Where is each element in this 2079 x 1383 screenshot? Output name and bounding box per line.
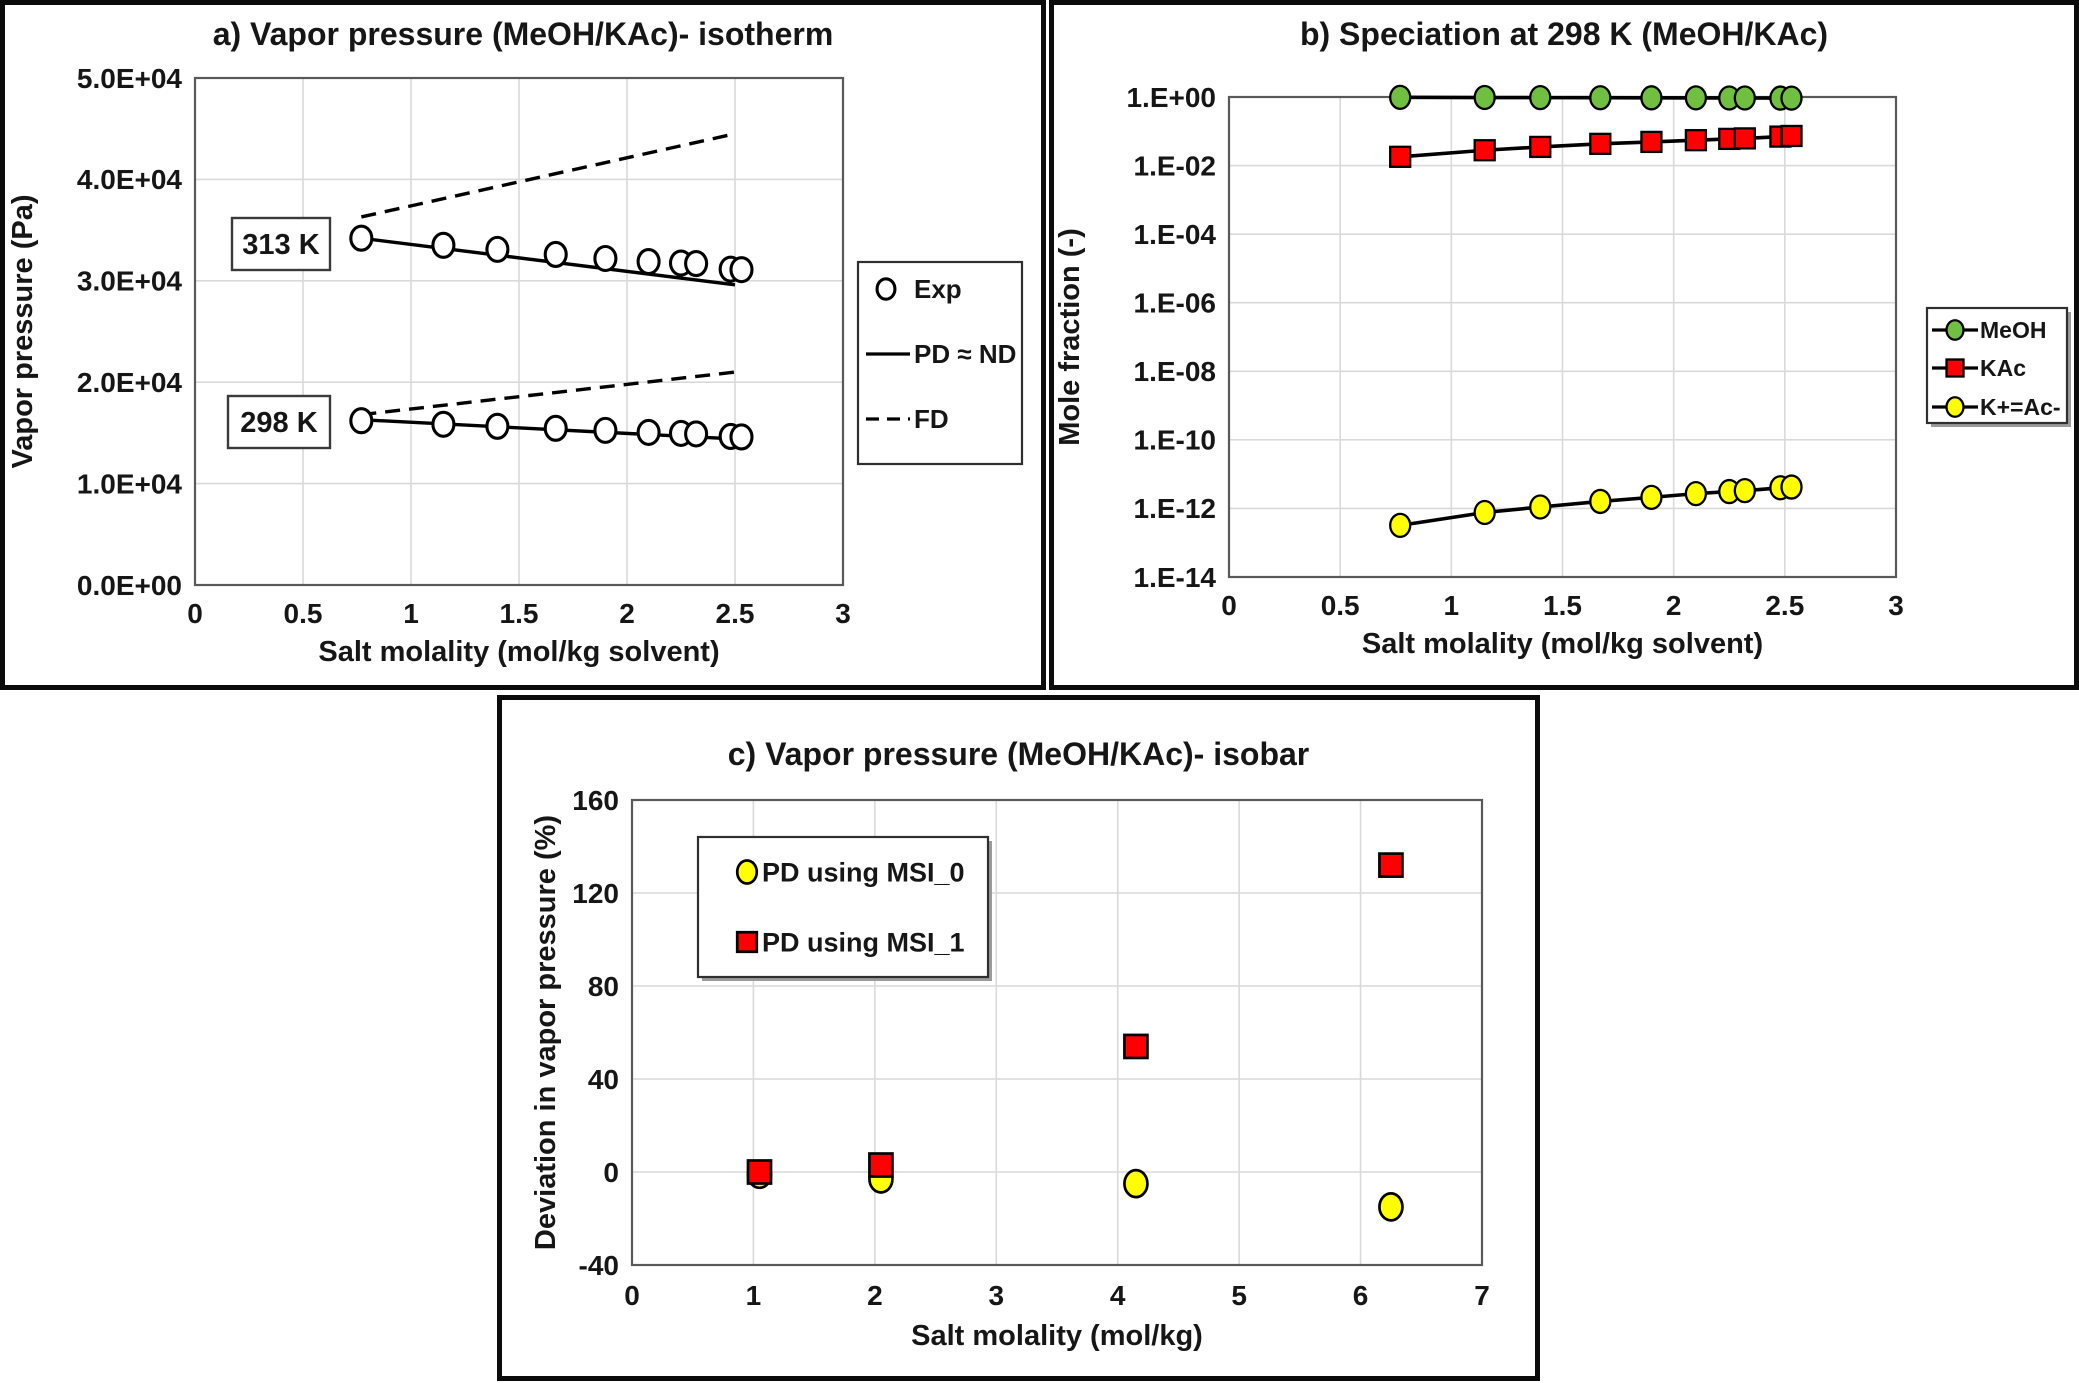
series-pd-using-msi-0: [746, 1159, 1404, 1222]
svg-text:1.5: 1.5: [500, 598, 539, 629]
series-kac: [1389, 124, 1803, 168]
svg-text:0.5: 0.5: [284, 598, 323, 629]
y-axis-tick-labels: 0.0E+00 1.0E+04 2.0E+04 3.0E+04 4.0E+04 5.0E+…: [77, 63, 183, 601]
y-axis-title: Mole fraction (-): [1054, 228, 1086, 446]
svg-text:1.E-02: 1.E-02: [1134, 150, 1217, 181]
svg-text:1.E-14: 1.E-14: [1134, 562, 1217, 593]
x-axis-title: Salt molality (mol/kg solvent): [1362, 628, 1763, 660]
svg-text:4: 4: [1110, 1280, 1126, 1311]
series-k-ac: [1389, 474, 1803, 539]
x-axis-tick-labels: 0 0.5 1 1.5 2 2.5 3: [187, 598, 851, 629]
svg-text:313 K: 313 K: [242, 229, 319, 261]
plot-border: [193, 76, 845, 587]
svg-text:1.E-12: 1.E-12: [1134, 493, 1217, 524]
legend-item-pd-nd: PD ≈ ND: [866, 339, 1016, 369]
legend-item-kac: KAc: [1932, 355, 2026, 381]
y-axis-title: Vapor pressure (Pa): [7, 195, 39, 469]
svg-text:80: 80: [588, 971, 619, 1002]
svg-text:K+=Ac-: K+=Ac-: [1980, 394, 2061, 420]
svg-text:120: 120: [572, 878, 619, 909]
x-axis-title: Salt molality (mol/kg): [911, 1320, 1203, 1352]
svg-text:40: 40: [588, 1064, 619, 1095]
series-pd-using-msi-1: [746, 852, 1404, 1185]
legend-item-pd-using-msi-1: PD using MSI_1: [735, 927, 965, 957]
series-exp-298-k: [349, 407, 754, 451]
legend-item-pd-using-msi-0: PD using MSI_0: [735, 857, 965, 887]
series-fd-298-k: [361, 370, 736, 417]
svg-text:2: 2: [1666, 590, 1682, 621]
svg-text:KAc: KAc: [1980, 355, 2026, 381]
series-fd-313-k: [360, 132, 736, 219]
chart-b-title: b) Speciation at 298 K (MeOH/KAc): [1299, 16, 1829, 52]
svg-text:298 K: 298 K: [240, 407, 317, 439]
svg-text:2.5: 2.5: [716, 598, 755, 629]
svg-text:3.0E+04: 3.0E+04: [77, 266, 183, 297]
chart-a-title: a) Vapor pressure (MeOH/KAc)- isotherm: [212, 16, 834, 52]
x-axis-title: Salt molality (mol/kg solvent): [318, 636, 719, 668]
legend-item-meoh: MeOH: [1932, 317, 2046, 343]
svg-text:0.0E+00: 0.0E+00: [77, 570, 182, 601]
series-meoh: [1389, 84, 1803, 111]
svg-text:-40: -40: [579, 1250, 619, 1281]
chart-a-canvas: 0 0.5 1 1.5 2 2.5 3 0.0E+00 1.0E+04 2.0E+04 3.0E+0…: [7, 63, 1024, 668]
svg-text:3: 3: [988, 1280, 1004, 1311]
svg-text:1.E-08: 1.E-08: [1134, 356, 1217, 387]
series-exp-313-k: [349, 224, 754, 284]
legend: Exp PD ≈ ND FD: [856, 260, 1024, 466]
panel-a-vapor-pressure-isotherm: a) Vapor pressure (MeOH/KAc)- isotherm 0…: [0, 0, 1046, 690]
svg-text:1.E-04: 1.E-04: [1134, 219, 1217, 250]
svg-text:2.5: 2.5: [1765, 590, 1804, 621]
svg-text:PD using MSI_0: PD using MSI_0: [762, 857, 965, 887]
svg-text:5.0E+04: 5.0E+04: [77, 63, 183, 94]
svg-text:3: 3: [1888, 590, 1904, 621]
svg-text:1.E+00: 1.E+00: [1126, 82, 1216, 113]
svg-text:1.0E+04: 1.0E+04: [77, 468, 183, 499]
svg-text:7: 7: [1474, 1280, 1490, 1311]
chart-b-canvas: 0 0.5 1 1.5 2 2.5 31.E+001.E-021.E-041.E-061.E…: [1054, 82, 2071, 660]
svg-text:0: 0: [187, 598, 203, 629]
y-axis-tick-labels: 1.E+00 1.E-02 1.E-04 1.E-06 1.E-08 1.E-10 1.E-…: [1126, 82, 1216, 593]
svg-text:1.E-06: 1.E-06: [1134, 288, 1217, 319]
svg-text:0: 0: [624, 1280, 640, 1311]
svg-text:0: 0: [603, 1157, 619, 1188]
svg-text:3: 3: [835, 598, 851, 629]
svg-text:2: 2: [867, 1280, 883, 1311]
svg-text:0: 0: [1221, 590, 1237, 621]
svg-text:0.5: 0.5: [1321, 590, 1360, 621]
svg-text:FD: FD: [914, 404, 949, 434]
legend-item-k-ac: K+=Ac-: [1932, 394, 2061, 420]
svg-text:1: 1: [746, 1280, 762, 1311]
svg-text:6: 6: [1353, 1280, 1369, 1311]
svg-text:4.0E+04: 4.0E+04: [77, 164, 183, 195]
svg-text:5: 5: [1231, 1280, 1247, 1311]
x-axis-tick-labels: 0 1 2 3 4 5 6 7: [624, 1280, 1490, 1311]
svg-text:1: 1: [403, 598, 419, 629]
legend: PD using MSI_0 PD using MSI_1: [696, 835, 992, 981]
chart-c-title: c) Vapor pressure (MeOH/KAc)- isobar: [727, 736, 1310, 772]
y-axis-title: Deviation in vapor pressure (%): [530, 815, 562, 1250]
plot-border: [630, 798, 1484, 1267]
svg-text:160: 160: [572, 785, 619, 816]
gridlines: [195, 78, 843, 585]
legend: MeOH KAc K+=Ac-: [1925, 306, 2071, 427]
y-axis-tick-labels: -40 0 40 80 120 160: [572, 785, 619, 1281]
svg-text:2: 2: [619, 598, 635, 629]
svg-text:MeOH: MeOH: [1980, 317, 2046, 343]
svg-text:2.0E+04: 2.0E+04: [77, 367, 183, 398]
svg-text:1.5: 1.5: [1543, 590, 1582, 621]
annotation-298-k: 298 K: [226, 394, 332, 450]
legend-item-exp: Exp: [875, 274, 962, 304]
panel-b-speciation: b) Speciation at 298 K (MeOH/KAc) 0 0.5 1 1…: [1049, 0, 2079, 690]
x-axis-tick-labels: 0 0.5 1 1.5 2 2.5 3: [1221, 590, 1904, 621]
svg-text:PD ≈ ND: PD ≈ ND: [914, 339, 1016, 369]
svg-text:1.E-10: 1.E-10: [1134, 425, 1217, 456]
svg-text:PD using MSI_1: PD using MSI_1: [762, 927, 965, 957]
svg-text:Exp: Exp: [914, 274, 962, 304]
svg-text:1: 1: [1444, 590, 1460, 621]
legend-item-fd: FD: [866, 404, 949, 434]
annotation-313-k: 313 K: [230, 216, 332, 272]
